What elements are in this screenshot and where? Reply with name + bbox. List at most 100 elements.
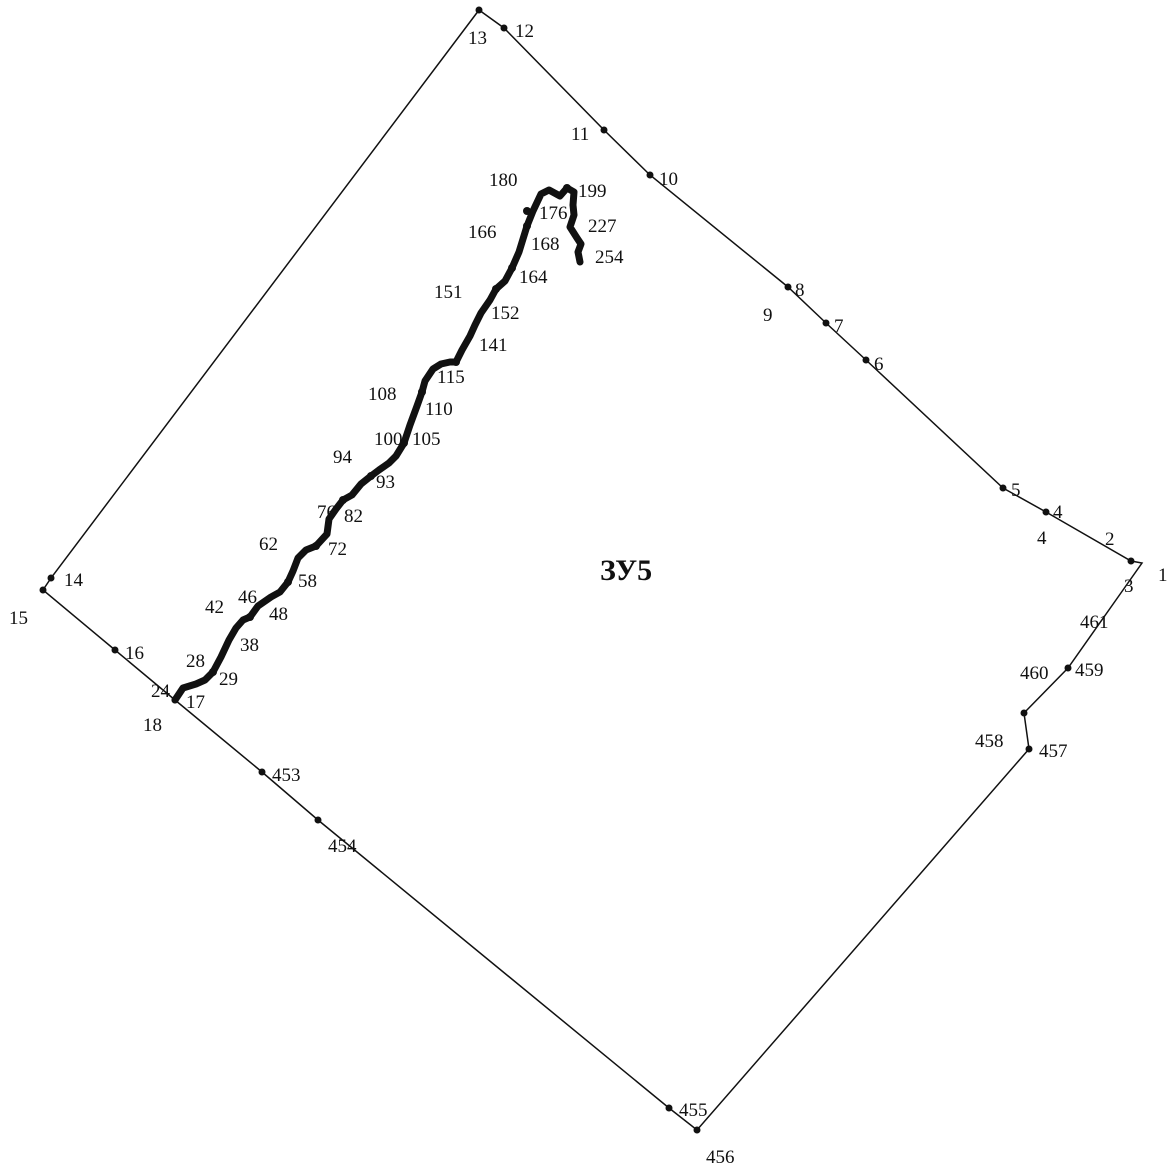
point-label: 2 [1105, 529, 1115, 550]
point-label: 227 [588, 216, 617, 237]
point-label: 42 [205, 597, 224, 618]
vertex-dot [1042, 508, 1050, 516]
vertex-dot [508, 264, 516, 272]
inner-line-labels: 24 28 29 38 42 46 48 58 62 72 76 82 93 9… [151, 170, 624, 702]
point-label: 48 [269, 604, 288, 625]
vertex-dot [339, 496, 347, 504]
point-label: 110 [425, 399, 453, 420]
point-label: 180 [489, 170, 518, 191]
point-label: 456 [706, 1147, 735, 1168]
vertex-dot [500, 24, 508, 32]
point-label: 12 [515, 21, 534, 42]
vertex-dot [693, 1126, 701, 1134]
point-label: 6 [874, 354, 884, 375]
point-label: 457 [1039, 741, 1068, 762]
vertex-dot [1064, 664, 1072, 672]
vertex-dot [1127, 557, 1135, 565]
point-label: 4 [1053, 502, 1063, 523]
point-label: 100 [374, 429, 403, 450]
point-label: 8 [795, 280, 805, 301]
point-label: 453 [272, 765, 301, 786]
boundary-labels: 1 2 3 4 4 5 6 7 8 9 10 11 12 13 14 15 16… [9, 21, 1168, 1168]
point-label: 13 [468, 28, 487, 49]
vertex-dot [475, 6, 483, 14]
point-label: 115 [437, 367, 465, 388]
point-label: 108 [368, 384, 397, 405]
point-label: 459 [1075, 660, 1104, 681]
vertex-dot [492, 285, 500, 293]
point-label: 10 [659, 169, 678, 190]
vertex-dot [646, 171, 654, 179]
vertex-dot [47, 574, 55, 582]
point-label: 3 [1124, 576, 1134, 597]
inner-line-vertices [209, 184, 571, 676]
vertex-dot [1020, 709, 1028, 717]
point-label: 152 [491, 303, 520, 324]
point-label: 5 [1011, 480, 1021, 501]
vertex-dot [314, 816, 322, 824]
point-label: 24 [151, 681, 171, 702]
point-label: 454 [328, 836, 357, 857]
point-label: 58 [298, 571, 317, 592]
vertex-dot [822, 319, 830, 327]
point-label: 105 [412, 429, 441, 450]
point-label: 199 [578, 181, 607, 202]
vertex-dot [523, 222, 531, 230]
point-label: 458 [975, 731, 1004, 752]
point-label: 72 [328, 539, 347, 560]
vertex-dot [246, 613, 254, 621]
vertex-dot [600, 126, 608, 134]
point-label: 93 [376, 472, 395, 493]
point-label: 76 [317, 502, 336, 523]
point-label: 28 [186, 651, 205, 672]
inner-boundary-line [171, 184, 585, 704]
point-label: 17 [186, 692, 205, 713]
point-label: 176 [539, 203, 568, 224]
vertex-dot [784, 283, 792, 291]
boundary-vertices [39, 6, 1135, 1134]
point-label: 46 [238, 587, 257, 608]
vertex-dot [1025, 745, 1033, 753]
point-label: 151 [434, 282, 463, 303]
vertex-dot [258, 768, 266, 776]
vertex-dot [209, 668, 217, 676]
point-label: 18 [143, 715, 162, 736]
vertex-dot [284, 578, 292, 586]
vertex-dot [418, 388, 426, 396]
vertex-dot [665, 1104, 673, 1112]
point-label: 141 [479, 335, 508, 356]
vertex-dot [312, 542, 320, 550]
vertex-dot [862, 356, 870, 364]
point-label: 166 [468, 222, 497, 243]
vertex-dot [999, 484, 1007, 492]
point-label: 164 [519, 267, 548, 288]
point-label: 254 [595, 247, 624, 268]
point-label: 11 [571, 124, 589, 145]
point-label: 16 [125, 643, 144, 664]
point-label: 461 [1080, 612, 1109, 633]
point-label: 455 [679, 1100, 708, 1121]
point-label: 4 [1037, 528, 1047, 549]
point-label: 460 [1020, 663, 1049, 684]
vertex-dot [39, 586, 47, 594]
vertex-dot [367, 472, 375, 480]
point-label: 82 [344, 506, 363, 527]
point-label: 94 [333, 447, 353, 468]
vertex-dot [171, 696, 179, 704]
vertex-dot [400, 439, 408, 447]
point-label: 7 [834, 316, 844, 337]
point-label: 62 [259, 534, 278, 555]
vertex-dot [452, 358, 460, 366]
point-label: 168 [531, 234, 560, 255]
parcel-label: ЗУ5 [600, 554, 652, 587]
point-label: 14 [64, 570, 84, 591]
parcel-boundary [42, 9, 1144, 1132]
vertex-dot [111, 646, 119, 654]
vertex-dot [523, 207, 531, 215]
point-label: 9 [763, 305, 773, 326]
point-label: 1 [1158, 565, 1168, 586]
point-label: 38 [240, 635, 259, 656]
point-label: 15 [9, 608, 28, 629]
point-label: 29 [219, 669, 238, 690]
